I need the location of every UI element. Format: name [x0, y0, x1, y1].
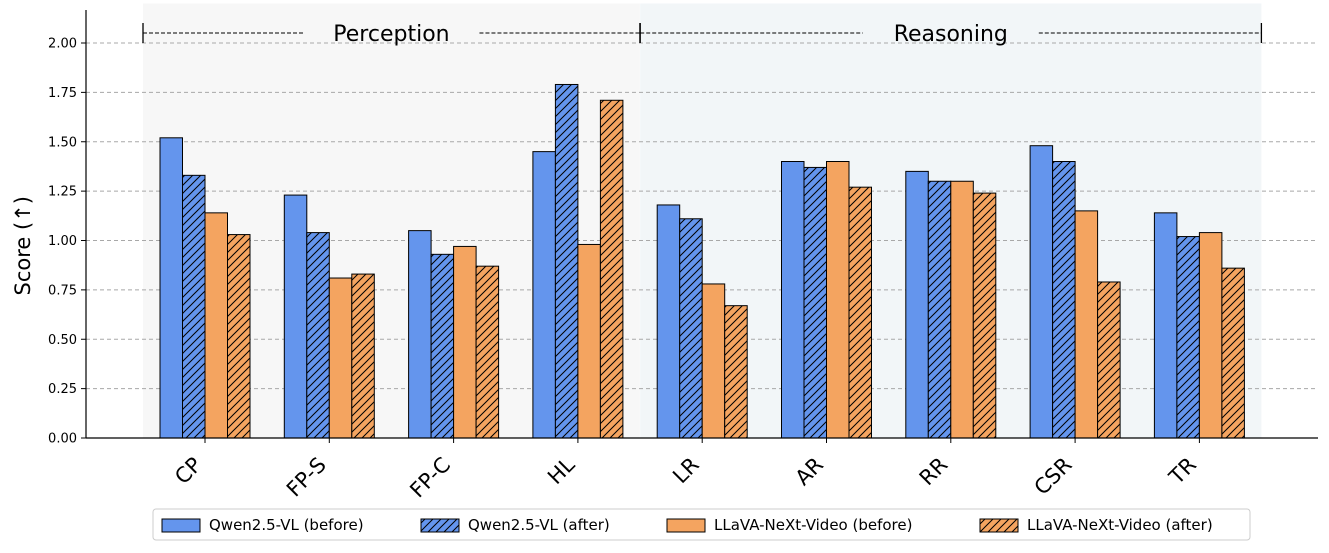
- bar-ar-series-3: [826, 161, 850, 439]
- y-tick-label: 0.75: [48, 283, 77, 298]
- bar-csr-series-1: [1029, 145, 1054, 439]
- bar-lr-series-4: [724, 305, 748, 439]
- x-tick-label-tr: TR: [1164, 453, 1201, 490]
- y-tick-label: 2.00: [48, 37, 77, 52]
- bar-cp-series-1: [159, 137, 183, 439]
- bar-ar-series-1: [781, 161, 805, 439]
- group-label-perception: Perception: [333, 22, 449, 47]
- bar-rr-series-1: [905, 170, 929, 439]
- legend-swatch-1: [161, 518, 201, 533]
- legend-label-3: LLaVA-NeXt-Video (before): [714, 516, 912, 534]
- bar-tr-series-1: [1153, 212, 1178, 439]
- bar-fp-c-series-1: [408, 230, 432, 439]
- x-tick-label-fp-c: FP-C: [405, 453, 455, 503]
- bar-csr-series-4: [1097, 281, 1121, 439]
- bar-fp-s-series-2: [306, 232, 330, 439]
- bar-csr-series-3: [1074, 210, 1099, 439]
- bar-rr-series-2: [927, 180, 952, 439]
- bar-fp-c-series-3: [453, 245, 477, 439]
- bar-cp-series-3: [204, 212, 228, 439]
- bar-rr-series-3: [950, 180, 974, 439]
- y-tick-label: 1.50: [48, 135, 77, 150]
- bar-fp-c-series-2: [430, 253, 455, 439]
- bar-ar-series-4: [848, 186, 872, 439]
- x-tick-label-lr: LR: [668, 453, 704, 489]
- bar-cp-series-2: [182, 174, 206, 439]
- bar-fp-s-series-1: [283, 194, 308, 439]
- y-tick-label: 1.75: [48, 86, 77, 101]
- x-tick-label-ar: AR: [791, 453, 828, 490]
- x-tick-label-fp-s: FP-S: [282, 453, 331, 502]
- bar-hl-series-1: [532, 151, 556, 439]
- y-tick-label: 1.00: [48, 234, 77, 249]
- bar-fp-s-series-3: [328, 277, 353, 439]
- legend-label-1: Qwen2.5-VL (before): [209, 516, 364, 534]
- bar-cp-series-4: [227, 234, 251, 439]
- x-tick-label-cp: CP: [170, 453, 206, 489]
- y-tick-label: 1.25: [48, 185, 77, 200]
- bar-tr-series-4: [1221, 267, 1245, 439]
- x-tick-label-rr: RR: [915, 453, 953, 491]
- bar-lr-series-1: [656, 204, 681, 439]
- legend-swatch-4: [979, 518, 1019, 533]
- legend-swatch-3: [666, 518, 706, 533]
- bar-lr-series-2: [679, 218, 703, 439]
- x-tick-label-hl: HL: [543, 452, 580, 489]
- bar-tr-series-2: [1176, 236, 1200, 439]
- bar-rr-series-4: [972, 192, 997, 439]
- bar-fp-s-series-4: [351, 273, 375, 439]
- y-tick-label: 0.50: [48, 333, 77, 348]
- legend-label-2: Qwen2.5-VL (after): [468, 516, 610, 534]
- bar-lr-series-3: [701, 283, 726, 439]
- bar-ar-series-2: [803, 166, 827, 439]
- bar-hl-series-2: [554, 83, 579, 439]
- bar-hl-series-4: [599, 99, 624, 439]
- bar-fp-c-series-4: [475, 265, 500, 439]
- y-tick-label: 0.00: [48, 432, 77, 447]
- bar-csr-series-2: [1052, 161, 1076, 439]
- y-axis-title: Score (↑): [11, 196, 35, 295]
- y-tick-label: 0.25: [48, 382, 77, 397]
- legend-swatch-2: [420, 518, 460, 533]
- legend-label-4: LLaVA-NeXt-Video (after): [1027, 516, 1213, 534]
- x-tick-label-csr: CSR: [1030, 453, 1077, 500]
- group-label-reasoning: Reasoning: [894, 22, 1008, 47]
- bar-tr-series-3: [1198, 232, 1223, 439]
- bar-hl-series-3: [577, 243, 601, 439]
